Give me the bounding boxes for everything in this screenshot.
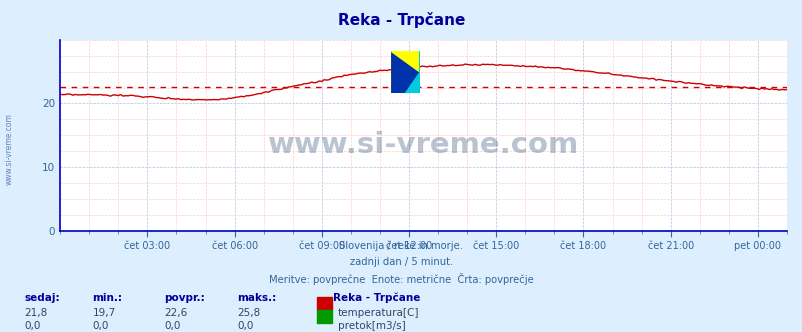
- Text: sedaj:: sedaj:: [24, 293, 59, 303]
- Text: 0,0: 0,0: [164, 321, 180, 331]
- Text: www.si-vreme.com: www.si-vreme.com: [5, 114, 14, 185]
- Text: maks.:: maks.:: [237, 293, 276, 303]
- Polygon shape: [405, 51, 419, 93]
- Text: Slovenija / reke in morje.: Slovenija / reke in morje.: [339, 241, 463, 251]
- Text: temperatura[C]: temperatura[C]: [338, 308, 419, 318]
- Text: 0,0: 0,0: [237, 321, 253, 331]
- Text: 0,0: 0,0: [92, 321, 108, 331]
- Text: povpr.:: povpr.:: [164, 293, 205, 303]
- Text: min.:: min.:: [92, 293, 122, 303]
- Text: Reka - Trpčane: Reka - Trpčane: [338, 12, 464, 28]
- Text: 25,8: 25,8: [237, 308, 260, 318]
- Polygon shape: [391, 51, 419, 93]
- Text: www.si-vreme.com: www.si-vreme.com: [268, 131, 578, 159]
- Text: 21,8: 21,8: [24, 308, 47, 318]
- Text: Meritve: povprečne  Enote: metrične  Črta: povprečje: Meritve: povprečne Enote: metrične Črta:…: [269, 273, 533, 285]
- Polygon shape: [391, 51, 419, 72]
- Text: zadnji dan / 5 minut.: zadnji dan / 5 minut.: [350, 257, 452, 267]
- Text: Reka - Trpčane: Reka - Trpčane: [333, 293, 420, 303]
- Text: 22,6: 22,6: [164, 308, 188, 318]
- Text: 19,7: 19,7: [92, 308, 115, 318]
- Text: pretok[m3/s]: pretok[m3/s]: [338, 321, 405, 331]
- Text: 0,0: 0,0: [24, 321, 40, 331]
